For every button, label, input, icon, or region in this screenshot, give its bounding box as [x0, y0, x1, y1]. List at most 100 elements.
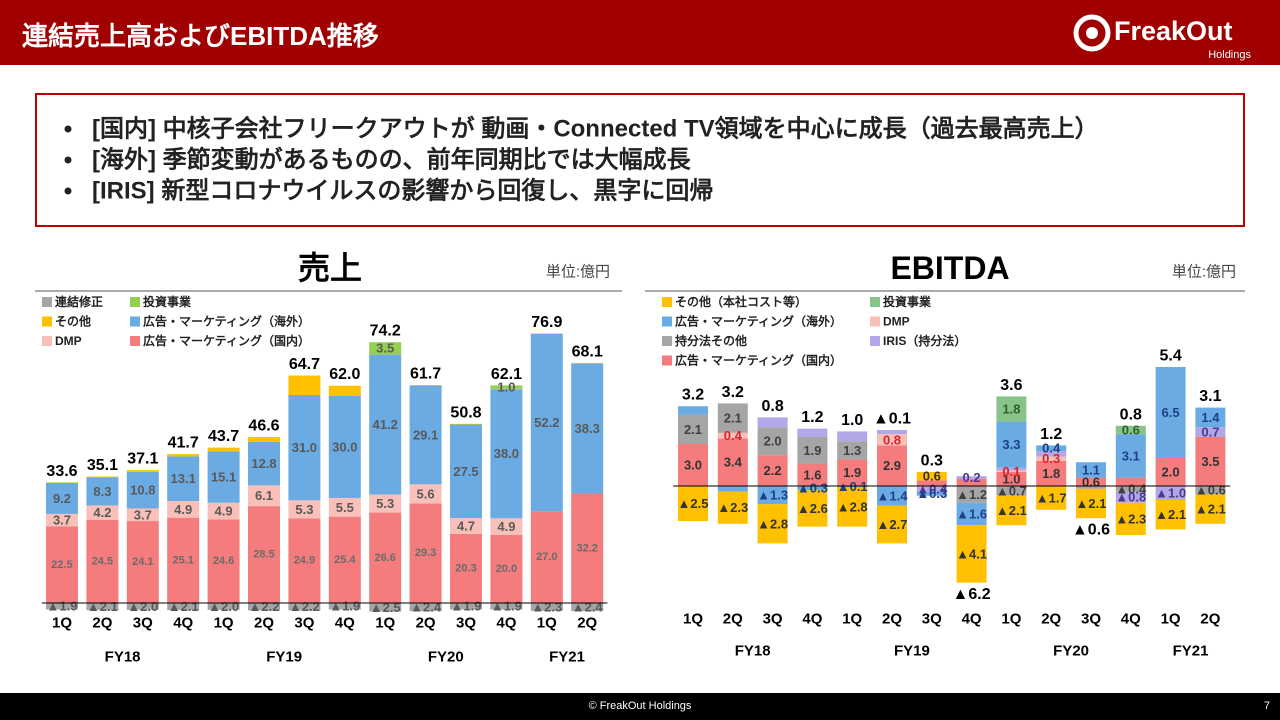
bar-segment: [877, 486, 907, 506]
legend-label: その他: [55, 314, 91, 329]
bar-segment: [837, 486, 868, 488]
bar-segment: [86, 519, 119, 603]
data-label: ▲2.1: [996, 503, 1027, 518]
x-tick-label: 4Q: [962, 611, 982, 628]
data-label: 32.2: [576, 542, 597, 554]
bar-segment: [1195, 486, 1226, 495]
data-label: ▲1.0: [1155, 486, 1186, 501]
logo-icon-dot: [1086, 27, 1098, 39]
total-label: 41.7: [168, 435, 199, 452]
bar-segment: [328, 395, 361, 498]
bar-segment: [167, 501, 200, 518]
bar-segment: [328, 385, 361, 396]
bar-segment: [288, 394, 321, 501]
data-label: 9.2: [53, 491, 71, 506]
bar-segment: [1115, 486, 1146, 492]
legend-swatch: [42, 336, 52, 346]
data-label: 2.1: [684, 422, 702, 437]
bar-segment: [996, 470, 1027, 472]
data-label: 1.8: [1002, 402, 1020, 417]
bar-segment: [409, 385, 442, 485]
bar-segment: [126, 603, 159, 610]
bar-segment: [167, 517, 200, 603]
bar-segment: [837, 459, 868, 486]
bar-segment: [86, 476, 119, 478]
total-label: 3.6: [1000, 377, 1022, 394]
data-label: 0.8: [883, 432, 901, 447]
bar-segment: [126, 471, 159, 509]
x-tick-label: 4Q: [496, 615, 516, 632]
x-tick-label: 2Q: [577, 615, 597, 632]
bar-segment: [409, 503, 442, 603]
legend-swatch: [662, 297, 672, 307]
data-label: 24.5: [92, 555, 113, 567]
bar-segment: [1076, 486, 1106, 489]
group-label: FY20: [1053, 643, 1089, 660]
data-label: 0.4: [1042, 441, 1061, 456]
bar-segment: [956, 479, 987, 486]
bar-segment: [126, 521, 159, 603]
legend-swatch: [130, 336, 140, 346]
data-label: 0.6: [923, 469, 941, 484]
data-label: ▲2.1: [1155, 507, 1186, 522]
data-label: ▲4.1: [956, 546, 987, 561]
bar-segment: [207, 603, 240, 610]
data-label: 0.2: [963, 470, 981, 485]
bar-segment: [797, 463, 828, 486]
bar-segment: [86, 603, 119, 611]
data-label: ▲2.5: [678, 496, 709, 511]
x-tick-label: 2Q: [1200, 611, 1220, 628]
bar-segment: [1036, 445, 1067, 451]
data-label: 29.3: [415, 547, 436, 559]
data-label: 0.3: [1042, 451, 1060, 466]
data-label: ▲1.9: [329, 599, 360, 614]
bar-segment: [369, 342, 402, 355]
x-tick-label: 4Q: [335, 615, 355, 632]
group-label: FY19: [894, 643, 930, 660]
legend-label: 連結修正: [55, 294, 103, 309]
total-label: 46.6: [248, 418, 279, 435]
x-tick-label: 2Q: [723, 611, 743, 628]
total-label: 68.1: [572, 343, 603, 360]
data-label: ▲2.1: [168, 599, 199, 614]
total-label: 1.2: [801, 409, 823, 426]
bar-segment: [530, 333, 563, 512]
data-label: 28.5: [253, 549, 274, 561]
x-tick-label: 3Q: [1081, 611, 1101, 628]
data-label: ▲2.3: [1115, 511, 1146, 526]
bar-segment: [167, 603, 200, 611]
x-tick-label: 3Q: [763, 611, 783, 628]
x-tick-label: 4Q: [173, 615, 193, 632]
bar-segment: [207, 502, 240, 520]
bar-segment: [956, 525, 987, 583]
bar-segment: [126, 470, 159, 472]
data-label: 24.6: [213, 555, 234, 567]
legend-swatch: [662, 355, 672, 366]
data-label: 15.1: [211, 470, 236, 485]
bar-segment: [369, 603, 402, 612]
bar-segment: [1036, 486, 1067, 510]
bar-segment: [207, 447, 240, 452]
legend-label: DMP: [55, 334, 82, 348]
data-label: 2.0: [1162, 465, 1180, 480]
x-tick-label: 1Q: [683, 611, 703, 628]
bar-segment: [490, 385, 523, 389]
bar-segment: [207, 519, 240, 603]
total-label: 1.0: [841, 412, 863, 429]
legend-swatch: [662, 316, 672, 327]
logo-subtext: Holdings: [1208, 49, 1251, 61]
bar-segment: [490, 389, 523, 519]
bar-segment: [797, 437, 828, 464]
bar-segment: [288, 500, 321, 519]
data-label: 24.9: [294, 555, 315, 567]
bar-segment: [1155, 458, 1186, 486]
data-label: 3.3: [1002, 437, 1020, 452]
bar-segment: [956, 476, 987, 479]
bar-segment: [530, 603, 563, 611]
data-label: 5.3: [376, 496, 394, 511]
data-label: 4.2: [93, 505, 111, 520]
data-label: 5.6: [417, 486, 435, 501]
x-tick-label: 3Q: [456, 615, 476, 632]
data-label: 13.1: [171, 471, 196, 486]
